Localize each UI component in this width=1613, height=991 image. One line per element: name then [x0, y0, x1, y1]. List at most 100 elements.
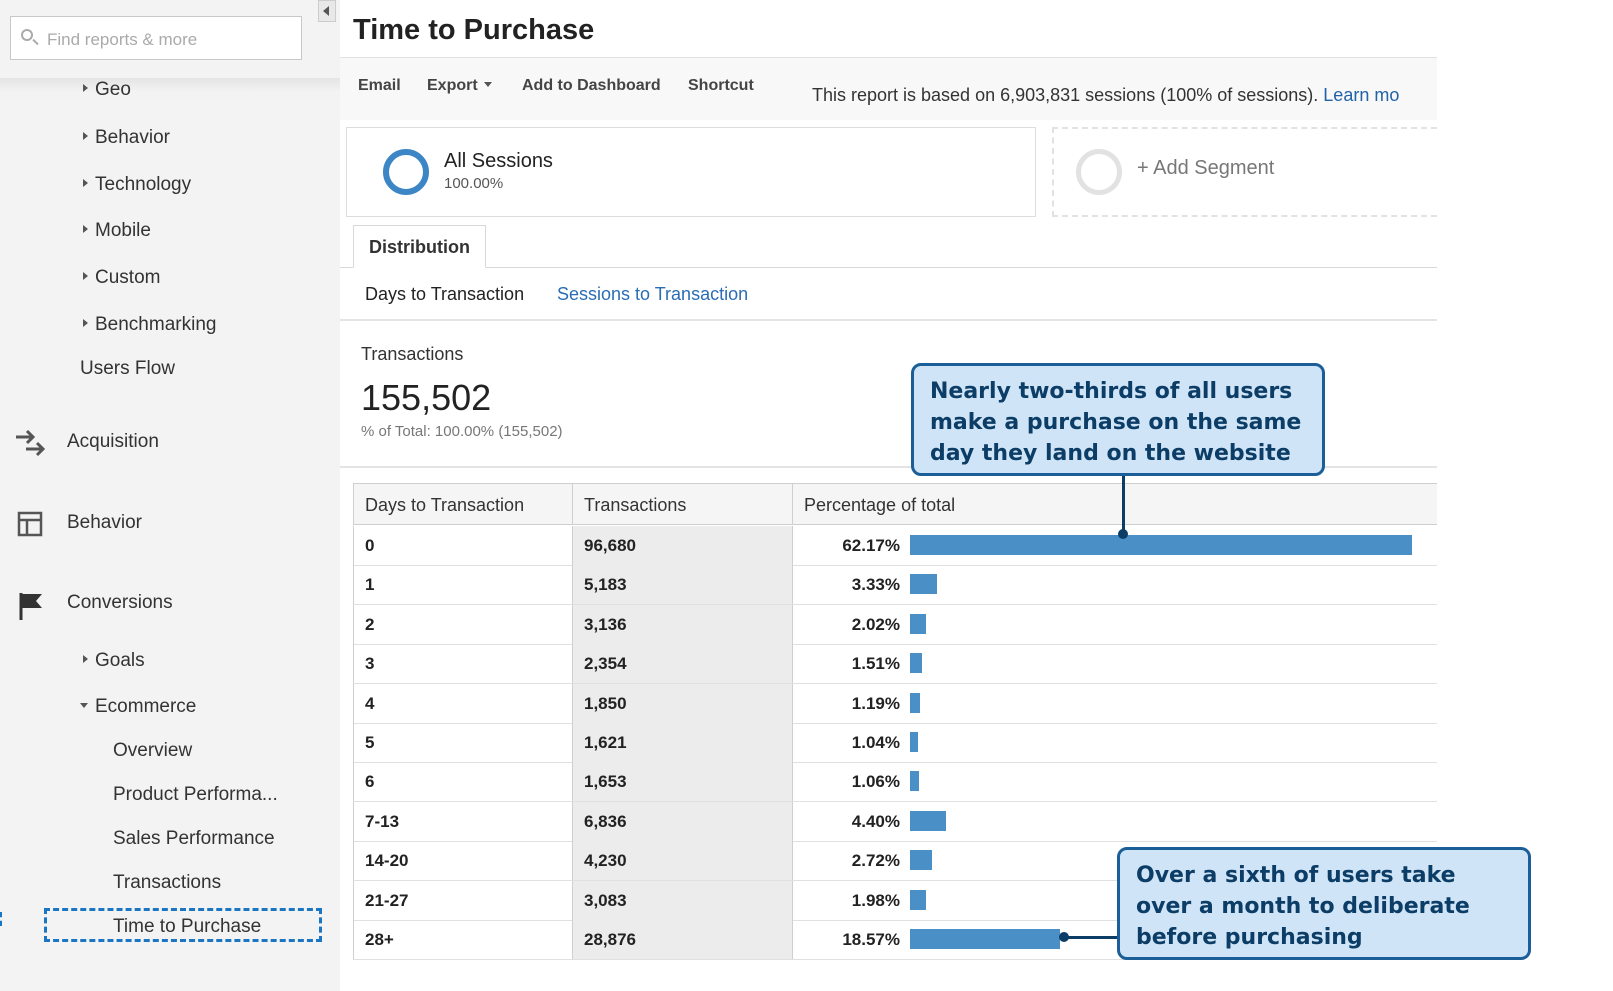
cell-days-to-transaction: 14-20: [353, 841, 573, 881]
percentage-bar: [910, 889, 926, 910]
table-row[interactable]: 21-27 3,083 1.98%: [353, 880, 1437, 921]
table-row[interactable]: 3 2,354 1.51%: [353, 644, 1437, 685]
sidebar-item-ecommerce[interactable]: Ecommerce: [80, 696, 196, 718]
cell-percentage: 18.57%: [842, 930, 900, 949]
table-row[interactable]: 14-20 4,230 2.72%: [353, 841, 1437, 882]
collapse-arrow-icon: [80, 703, 88, 708]
sidebar-section-acquisition[interactable]: Acquisition: [67, 431, 159, 452]
cell-days-to-transaction: 7-13: [353, 801, 573, 841]
percentage-bar: [910, 771, 919, 792]
sidebar-item-mobile[interactable]: Mobile: [83, 220, 151, 242]
table-row[interactable]: 1 5,183 3.33%: [353, 565, 1437, 606]
sidebar-item-label: Custom: [95, 267, 161, 288]
sidebar-item-transactions[interactable]: Transactions: [113, 872, 222, 893]
cell-days-to-transaction: 28+: [353, 920, 573, 959]
percentage-bar: [910, 692, 920, 713]
sidebar-item-product-performance[interactable]: Product Performa...: [113, 784, 278, 805]
table-row[interactable]: 28+ 28,876 18.57%: [353, 920, 1437, 960]
subtab-sessions-to-transaction[interactable]: Sessions to Transaction: [557, 284, 749, 304]
percentage-bar: [910, 574, 937, 595]
sidebar-section-conversions[interactable]: Conversions: [67, 592, 173, 613]
column-header-days[interactable]: Days to Transaction: [353, 483, 573, 525]
empty-segment-ring-icon: [1076, 149, 1122, 195]
cell-transactions: 28,876: [573, 920, 793, 959]
percentage-bar: [910, 653, 922, 674]
table-row[interactable]: 4 1,850 1.19%: [353, 683, 1437, 724]
cell-days-to-transaction: 4: [353, 683, 573, 723]
report-toolbar: [340, 58, 1437, 120]
learn-more-link[interactable]: Learn mo: [1323, 85, 1400, 105]
sidebar-item-geo[interactable]: Geo: [83, 79, 131, 101]
cell-percentage: 4.40%: [851, 811, 900, 831]
search-input[interactable]: Find reports & more: [10, 16, 302, 60]
callout-same-day: Nearly two-thirds of all users make a pu…: [911, 363, 1325, 476]
shortcut-button[interactable]: Shortcut: [688, 77, 754, 94]
metric-value: 155,502: [361, 377, 492, 418]
highlight-edge-mark: [0, 912, 5, 926]
sidebar-item-label: Mobile: [95, 220, 151, 241]
sidebar-item-label: Ecommerce: [95, 696, 197, 717]
sidebar-item-users-flow[interactable]: Users Flow: [80, 358, 176, 379]
percentage-bar: [910, 732, 918, 752]
cell-days-to-transaction: 6: [353, 762, 573, 802]
sidebar-item-time-to-purchase[interactable]: Time to Purchase: [113, 916, 262, 937]
callout-anchor-dot: [1059, 932, 1069, 942]
search-icon: [21, 29, 33, 41]
sidebar-section-behavior[interactable]: Behavior: [67, 512, 142, 533]
callout-leader-line: [1064, 936, 1118, 939]
tab-distribution[interactable]: Distribution: [353, 225, 486, 268]
expand-arrow-icon: [83, 179, 88, 187]
metric-label: Transactions: [361, 344, 464, 364]
export-button[interactable]: Export: [427, 77, 492, 95]
add-to-dashboard-button[interactable]: Add to Dashboard: [522, 77, 661, 94]
expand-arrow-icon: [83, 225, 88, 233]
sidebar-item-overview[interactable]: Overview: [113, 740, 193, 761]
table-row[interactable]: 7-13 6,836 4.40%: [353, 801, 1437, 842]
sidebar-item-benchmarking[interactable]: Benchmarking: [83, 314, 216, 336]
segment-percentage: 100.00%: [444, 175, 504, 192]
divider: [340, 466, 1437, 468]
cell-transactions: 4,230: [573, 841, 793, 881]
sidebar-item-sales-performance[interactable]: Sales Performance: [113, 828, 275, 849]
table-row[interactable]: 2 3,136 2.02%: [353, 604, 1437, 645]
acquisition-icon: [16, 429, 46, 457]
collapse-sidebar-button[interactable]: [318, 0, 336, 22]
chevron-down-icon: [483, 82, 492, 87]
sidebar-item-technology[interactable]: Technology: [83, 174, 191, 196]
cell-days-to-transaction: 21-27: [353, 880, 573, 920]
column-header-percentage[interactable]: Percentage of total: [793, 483, 1437, 525]
table-row[interactable]: 5 1,621 1.04%: [353, 723, 1437, 763]
sidebar-item-label: Geo: [95, 79, 131, 100]
add-segment-button[interactable]: + Add Segment: [1137, 157, 1275, 179]
percentage-bar: [910, 613, 926, 634]
sidebar-item-behavior[interactable]: Behavior: [83, 127, 170, 149]
sampling-note-text: This report is based on 6,903,831 sessio…: [812, 85, 1319, 105]
percentage-bar: [910, 810, 946, 831]
sidebar-item-goals[interactable]: Goals: [83, 650, 145, 672]
segment-card-all-sessions[interactable]: [346, 127, 1036, 217]
sampling-note: This report is based on 6,903,831 sessio…: [812, 85, 1437, 106]
table-row[interactable]: 0 96,680 62.17%: [353, 526, 1437, 566]
sidebar: [0, 0, 340, 991]
cell-transactions: 5,183: [573, 565, 793, 605]
cell-transactions: 1,621: [573, 723, 793, 762]
callout-leader-line: [1122, 476, 1125, 534]
sidebar-item-custom[interactable]: Custom: [83, 267, 160, 289]
expand-arrow-icon: [83, 319, 88, 327]
selected-item-highlight: [44, 908, 322, 942]
cell-transactions: 2,354: [573, 644, 793, 684]
cell-transactions: 3,083: [573, 880, 793, 920]
table-row[interactable]: 6 1,653 1.06%: [353, 762, 1437, 803]
cell-transactions: 3,136: [573, 604, 793, 644]
expand-arrow-icon: [83, 84, 88, 92]
column-header-transactions[interactable]: Transactions: [573, 483, 793, 525]
email-button[interactable]: Email: [358, 77, 401, 94]
divider: [340, 57, 1437, 58]
percentage-bar: [910, 929, 1060, 949]
divider: [340, 319, 1437, 321]
cell-percentage: 3.33%: [851, 575, 900, 595]
flag-icon: [19, 593, 42, 620]
subtab-days-to-transaction[interactable]: Days to Transaction: [365, 284, 525, 304]
add-segment-card[interactable]: [1052, 127, 1437, 217]
segment-name: All Sessions: [444, 150, 553, 172]
